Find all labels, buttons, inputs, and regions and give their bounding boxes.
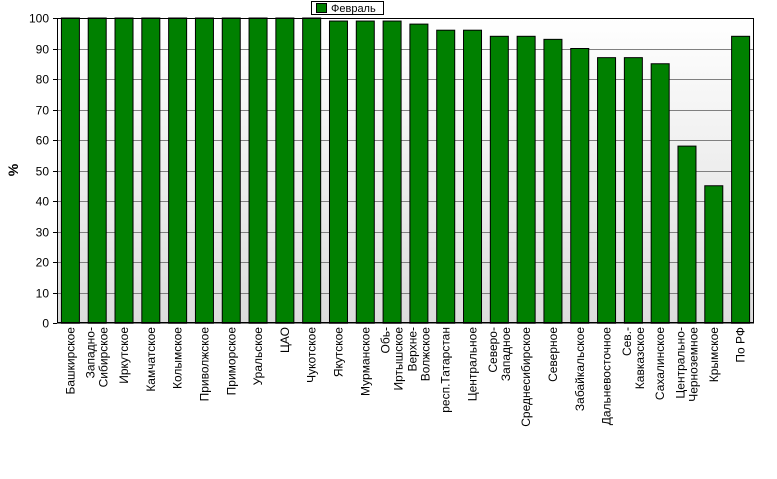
bar — [60, 17, 80, 324]
y-tick-label: 100 — [29, 12, 49, 26]
x-tick-label: Якутское — [331, 327, 345, 377]
legend-label: Февраль — [331, 3, 376, 15]
x-tick-label: По РФ — [734, 327, 748, 363]
y-tick-label: 80 — [36, 73, 50, 87]
x-tick-label: Камчатское — [144, 327, 158, 392]
bar — [194, 17, 214, 324]
y-tick-label: 30 — [36, 226, 50, 240]
bar — [597, 57, 617, 324]
bar — [436, 29, 456, 324]
plot-frame — [57, 18, 754, 323]
x-tick-label: Кавказское — [633, 327, 647, 390]
x-tick-label: Северное — [546, 327, 560, 382]
bar — [141, 17, 161, 324]
x-tick-label: Приморское — [224, 327, 238, 396]
x-tick-label: Черноземное — [686, 327, 700, 402]
bar — [570, 48, 590, 324]
bar — [328, 20, 348, 324]
bar — [302, 17, 322, 324]
x-tick-label: Мурманское — [358, 327, 372, 396]
y-axis-label: % — [5, 163, 21, 176]
x-tick-label: Сев.- — [620, 327, 634, 356]
y-tick-label: 70 — [36, 104, 50, 118]
bar — [650, 63, 670, 324]
axes — [57, 18, 754, 323]
legend-swatch — [316, 3, 327, 13]
bar — [463, 29, 483, 324]
x-tick-label: Башкирское — [63, 327, 77, 395]
x-tick-label: Уральское — [251, 327, 265, 386]
x-tick-label: Центральное — [466, 327, 480, 402]
bar — [168, 17, 188, 324]
x-tick-label: Колымское — [171, 327, 185, 389]
y-tick-label: 60 — [36, 134, 50, 148]
bars — [60, 17, 751, 324]
x-tick-label: Иртышское — [392, 327, 406, 391]
bar — [355, 20, 375, 324]
x-tick-label: Западно- — [84, 327, 98, 378]
x-tick-label: Северо- — [486, 327, 500, 373]
x-tick-label: Центрально- — [673, 327, 687, 399]
bar — [623, 57, 643, 324]
x-tick-label: Сибирское — [97, 327, 111, 388]
bar — [87, 17, 107, 324]
x-tick-label: Волжское — [418, 327, 432, 382]
x-tick-label: Сахалинское — [653, 327, 667, 400]
bar — [275, 17, 295, 324]
y-tick-label: 20 — [36, 256, 50, 270]
y-tick-labels: 0 10 20 30 40 50 60 70 80 90 100 — [29, 12, 49, 331]
bar — [677, 145, 697, 324]
bar — [248, 17, 268, 324]
x-tick-label: Крымское — [707, 327, 721, 383]
bar — [704, 185, 724, 324]
plot-area — [57, 18, 754, 323]
x-tick-label: Дальневосточное — [600, 327, 614, 426]
x-tick-label: Западное — [499, 327, 513, 381]
bar — [489, 35, 509, 324]
legend-box — [311, 1, 384, 15]
y-tick-label: 0 — [42, 317, 49, 331]
x-tick-label: Обь- — [379, 327, 393, 353]
x-tick-label: ЦАО — [278, 327, 292, 353]
x-tick-label: Верхне- — [405, 327, 419, 372]
y-tick-label: 40 — [36, 195, 50, 209]
bar — [221, 17, 241, 324]
x-tick-label: Забайкальское — [573, 327, 587, 411]
x-tick-label: Приволжское — [197, 327, 211, 402]
bar — [409, 23, 429, 324]
y-tick-label: 10 — [36, 287, 50, 301]
x-tick-label: респ.Татарстан — [439, 327, 453, 413]
bar — [382, 20, 402, 324]
x-tick-labels: Башкирское Западно- Сибирское Иркутское Камч… — [63, 327, 747, 427]
y-tick-label: 90 — [36, 43, 50, 57]
bar — [114, 17, 134, 324]
x-tick-label: Среднесибирское — [519, 327, 533, 427]
x-tick-label: Иркутское — [117, 327, 131, 384]
bar — [543, 38, 563, 324]
legend: Февраль — [311, 1, 384, 15]
x-tick-label: Чукотское — [305, 327, 319, 383]
y-tick-label: 50 — [36, 165, 50, 179]
bar — [516, 35, 536, 324]
bar — [731, 35, 751, 324]
